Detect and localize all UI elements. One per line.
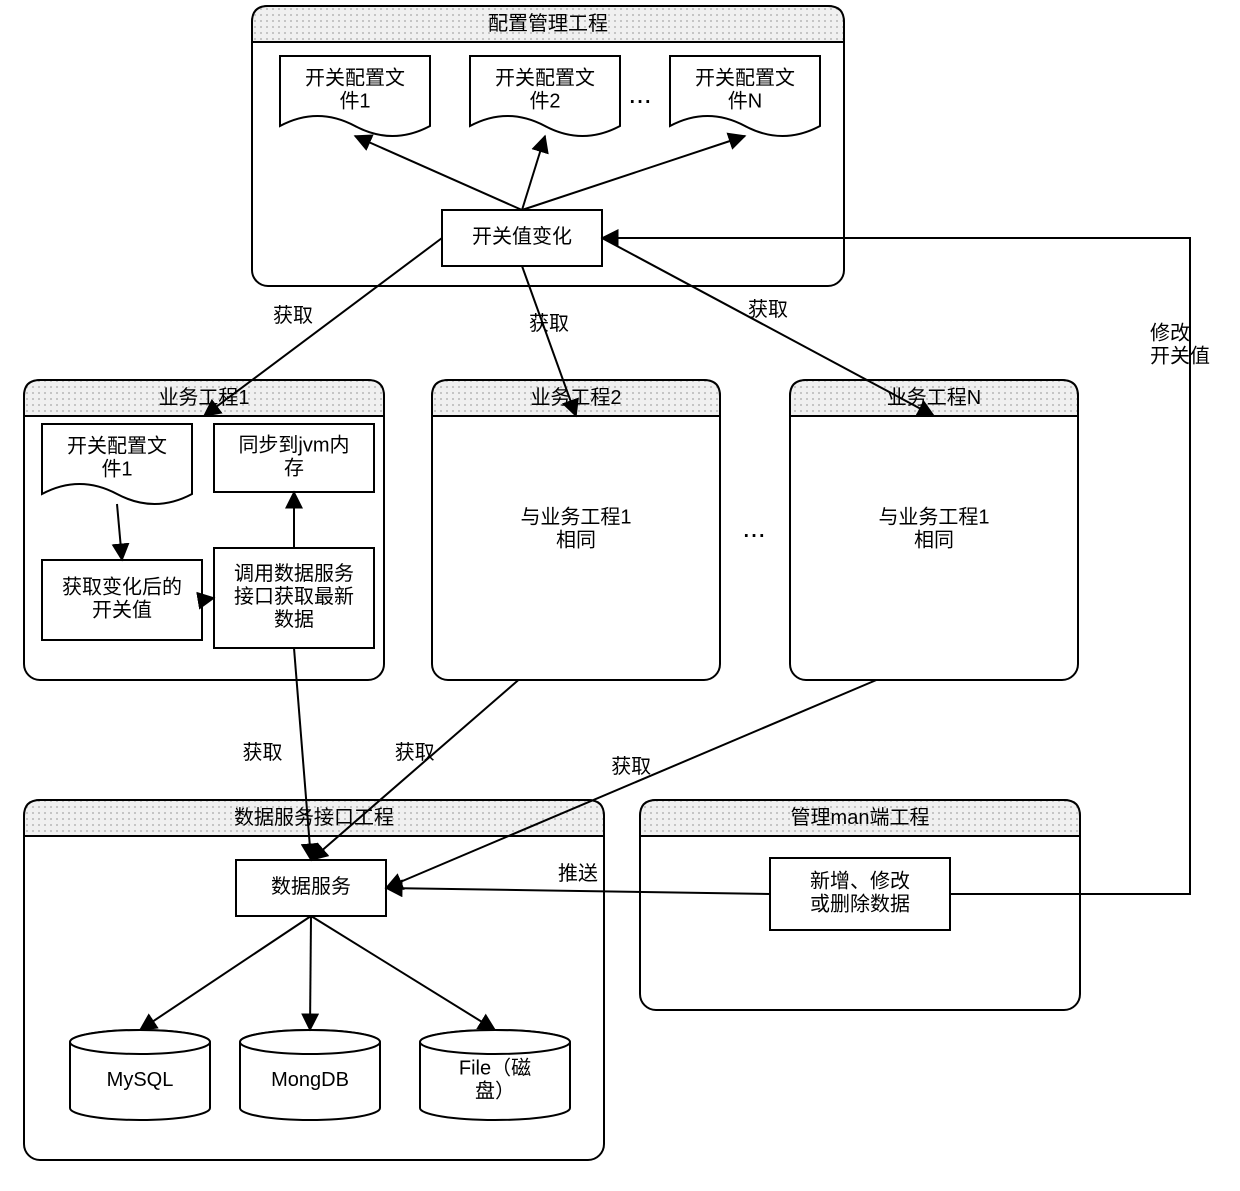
edge-label: 获取 — [611, 755, 651, 778]
box-label-switch_change: 开关值变化 — [472, 225, 572, 248]
panel-title-biz2: 业务工程2 — [530, 386, 621, 409]
edge-label: 获取 — [273, 304, 313, 327]
edge-label: 推送 — [558, 862, 598, 885]
edge-label: 获取 — [395, 741, 435, 764]
box-label-data_service: 数据服务 — [271, 875, 351, 898]
cyl-label-db_mysql: MySQL — [107, 1069, 174, 1091]
cyl-label-db_mongo: MongDB — [271, 1069, 349, 1091]
edge-label: 修改开关值 — [1150, 322, 1210, 368]
panel-title-mgmt_man: 管理man端工程 — [791, 806, 930, 829]
edge-label: 获取 — [529, 312, 569, 335]
panel-title-config_mgmt: 配置管理工程 — [488, 12, 608, 35]
edge-data_service-db_mongo — [310, 916, 311, 1030]
ellipsis-biz_panels: ... — [742, 512, 765, 543]
edge-label: 获取 — [243, 741, 283, 764]
edge-label: 获取 — [748, 298, 788, 321]
ellipsis-cfg_files: ... — [628, 78, 651, 109]
panel-title-biz1: 业务工程1 — [158, 386, 249, 409]
